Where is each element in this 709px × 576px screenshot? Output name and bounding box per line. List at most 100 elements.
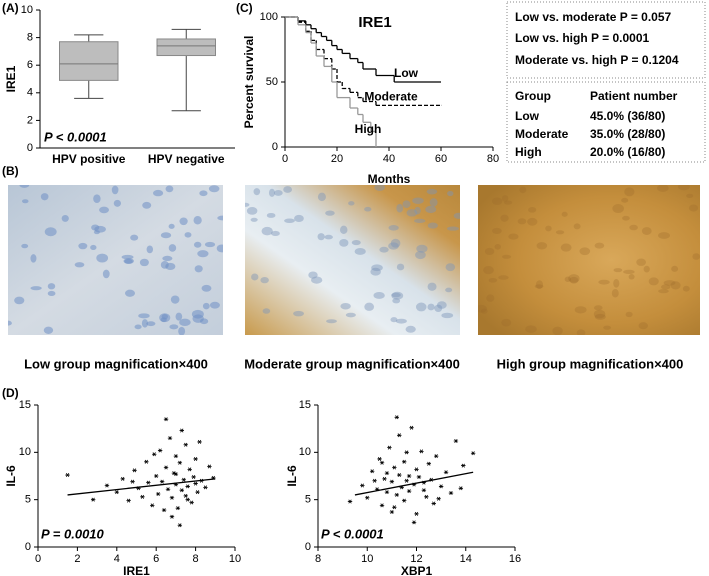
cell [425,205,437,214]
cell [641,227,652,235]
cell [268,188,275,197]
point [392,465,397,470]
point [421,488,427,493]
cell [308,271,318,279]
cell [339,239,349,247]
cell [406,209,418,217]
cell [402,200,411,208]
cell [574,306,587,314]
cell [371,264,383,272]
point [155,491,161,496]
y-tick-label: 15 [19,399,31,411]
cell [494,244,501,250]
cell [623,269,635,275]
cell [165,262,176,271]
cell [317,192,326,202]
table-cell: High [515,145,542,159]
cell [671,265,679,272]
cell [560,243,572,252]
point [179,428,185,433]
cell [427,282,437,291]
cell [374,185,386,191]
point [161,508,167,513]
cell [178,326,186,335]
cell [159,313,171,323]
point [347,499,353,504]
y-axis-label: Percent survival [242,36,256,129]
cell [141,319,149,328]
cell [354,248,366,255]
x-tick-label: 20 [331,153,343,165]
cell [204,241,216,248]
point [126,498,131,503]
caption: High group magnification×400 [497,356,684,371]
point [431,501,436,506]
point [193,456,198,461]
cell [692,253,700,260]
x-tick-label: 12 [410,553,422,565]
cell [261,226,273,236]
cell [636,258,646,266]
x-tick-label: 8 [193,553,199,565]
cell [96,253,109,263]
point [397,473,402,478]
y-tick-label: 5 [25,494,31,506]
cell [445,263,456,272]
series-label: Low [394,66,419,80]
table-cell: Moderate [515,127,569,141]
cell [21,243,29,249]
cell [501,318,512,327]
cell [262,308,271,314]
cell [661,284,671,290]
cell [14,296,25,305]
point [406,489,412,494]
cell [191,309,204,319]
cell [648,277,659,286]
cell [102,269,110,279]
point [372,478,377,483]
cell [502,254,512,259]
cell [527,217,538,226]
y-tick-label: 0 [27,142,33,154]
cell [492,227,502,234]
cell [197,250,209,258]
cell [508,233,519,240]
cell [250,217,258,222]
cell [391,292,401,298]
point [177,523,183,528]
x-tick-label: 14 [460,553,472,565]
point [185,497,190,502]
cell [568,274,580,283]
cell [391,291,404,300]
y-tick-label: 15 [299,399,311,411]
point [150,503,155,508]
cell [40,193,49,201]
cell [93,194,101,204]
cell [165,185,174,193]
point [360,483,365,488]
cell [169,324,179,330]
cell [638,322,648,330]
y-tick-label: 4 [27,87,33,99]
point [169,514,175,519]
y-axis-label: IL-6 [4,465,18,487]
table-cell: 20.0% (16/80) [590,145,665,159]
cell [528,207,537,213]
cell [283,186,293,193]
cell [569,276,579,284]
cell [519,186,527,194]
cell [44,227,57,237]
point [173,472,179,477]
panel-label: (C) [236,1,253,15]
point [404,478,409,483]
cell [536,242,548,250]
cell [99,206,110,214]
cell [447,190,454,197]
cell [629,224,638,231]
cell [613,278,620,288]
point [130,479,135,484]
point [461,463,466,468]
y-tick-label: 50 [266,76,278,88]
cell [670,281,681,290]
point [165,487,171,492]
